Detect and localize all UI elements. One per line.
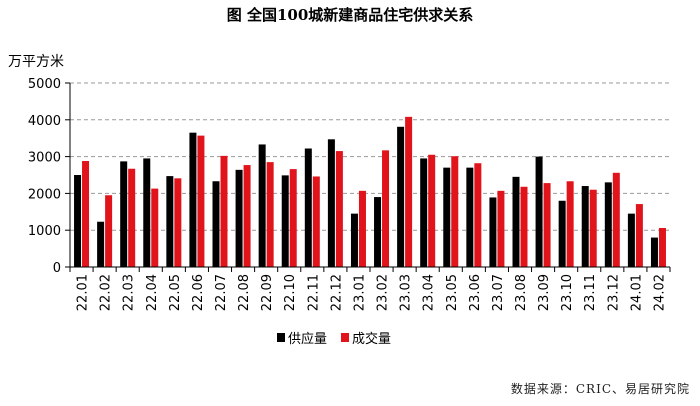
x-tick-label: 23.05 [445,274,460,311]
y-tick-label: 5000 [28,77,61,92]
bar-transaction [474,163,482,267]
bar-supply [420,158,428,267]
x-tick-label: 23.04 [422,274,437,311]
bar-transaction [128,168,136,267]
bar-transaction [428,154,436,267]
bar-supply [189,132,197,267]
x-tick-label: 23.12 [606,274,621,311]
x-tick-label: 23.06 [468,274,483,311]
legend-swatch [341,333,349,342]
bar-supply [143,158,151,267]
bar-transaction [312,176,320,267]
x-tick-label: 22.12 [329,274,344,311]
bar-transaction [451,156,459,267]
bar-supply [535,156,543,267]
x-tick-label: 22.09 [260,274,275,311]
bar-supply [466,167,474,267]
bar-supply [604,182,612,267]
bar-transaction [382,150,390,267]
x-tick-label: 24.01 [629,274,644,311]
x-tick-label: 23.03 [399,274,414,311]
x-tick-label: 22.11 [306,274,321,311]
bar-transaction [658,227,666,267]
bar-supply [443,167,451,267]
bars [74,116,666,268]
bar-transaction [105,195,113,267]
bar-transaction [497,190,505,267]
x-tick-label: 24.02 [652,274,667,311]
axes [69,83,670,268]
bar-transaction [405,116,413,267]
bar-supply [212,181,220,267]
bar-transaction [589,189,597,267]
x-tick-labels: 22.01 22.02 22.03 22.04 22.05 22.06 22.07 22.08… [69,267,671,311]
bar-supply [258,144,266,267]
bar-transaction [220,155,228,267]
legend-swatch [277,333,285,342]
bar-supply [558,200,566,267]
x-tick-label: 22.04 [145,274,160,311]
bar-supply [97,221,105,267]
x-tick-label: 23.08 [514,274,529,311]
bar-transaction [520,186,528,267]
legend-label: 供应量 [288,331,327,347]
y-tick-label: 2000 [28,187,61,202]
bar-transaction [197,135,205,267]
y-tick-label: 1000 [28,224,61,239]
x-tick-label: 23.11 [583,274,598,311]
x-tick-label: 22.02 [99,274,114,311]
bar-transaction [635,204,643,267]
bar-transaction [335,151,343,267]
bar-supply [281,175,289,267]
bar-supply [74,175,82,267]
y-tick-labels: 0 1000 2000 3000 4000 5000 [28,77,61,276]
bar-transaction [243,165,251,267]
chart-title: 图 全国100城新建商品住宅供求关系 [226,6,474,24]
y-tick-label: 0 [53,261,61,276]
bar-transaction [289,169,297,267]
bar-transaction [266,162,274,267]
x-tick-label: 23.09 [537,274,552,311]
x-tick-label: 22.03 [122,274,137,311]
x-tick-label: 22.08 [237,274,252,311]
bar-supply [374,197,382,267]
bar-supply [397,126,405,268]
legend: 供应量 成交量 [277,331,391,347]
bar-supply [120,161,128,267]
x-tick-label: 23.10 [560,274,575,311]
y-tick-label: 4000 [28,114,61,129]
bar-supply [235,169,243,267]
x-tick-label: 22.07 [214,274,229,311]
x-tick-label: 22.05 [168,274,183,311]
bar-transaction [612,172,620,267]
bar-supply [166,176,174,267]
bar-supply [350,213,358,267]
bar-supply [627,213,635,267]
bar-supply [512,176,520,267]
bar-transaction [358,190,366,267]
x-tick-label: 23.01 [352,274,367,311]
y-tick-label: 3000 [28,151,61,166]
legend-label: 成交量 [352,331,391,347]
x-tick-label: 22.01 [76,274,91,311]
bar-transaction [566,181,574,267]
source-note: 数据来源：CRIC、易居研究院 [510,382,690,396]
x-tick-label: 23.02 [376,274,391,311]
bar-supply [304,148,312,267]
bar-supply [581,186,589,267]
bar-supply [327,139,335,267]
x-tick-label: 22.06 [191,274,206,311]
y-axis-label: 万平方米 [8,54,64,70]
bar-transaction [82,161,90,267]
x-tick-label: 22.10 [283,274,298,311]
x-tick-label: 23.07 [491,274,506,311]
bar-transaction [174,178,182,267]
bar-supply [489,197,497,267]
bar-supply [650,237,658,267]
bar-transaction [151,188,159,267]
bar-transaction [543,183,551,267]
